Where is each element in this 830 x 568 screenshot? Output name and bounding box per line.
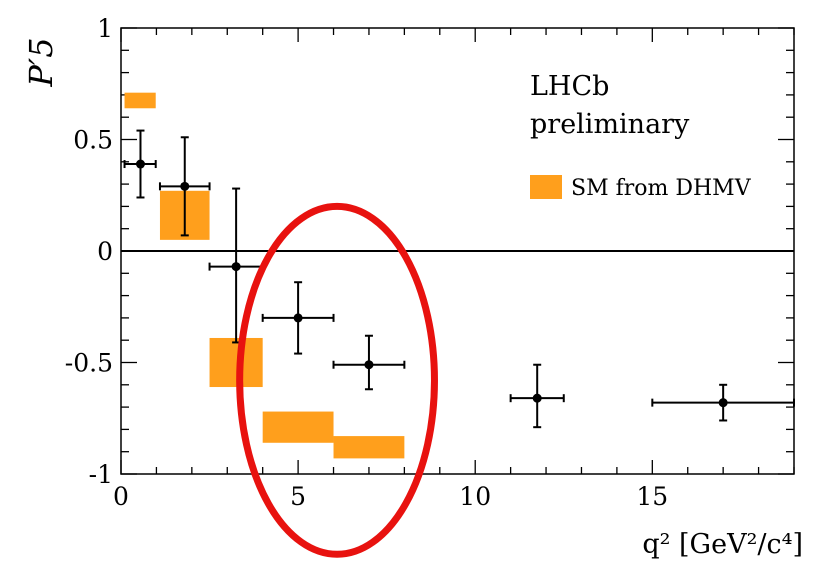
- y-tick-label: 0: [97, 237, 113, 266]
- x-tick-labels: 0 5 10 15: [113, 482, 668, 511]
- x-tick-label: 15: [636, 482, 668, 511]
- sm-prediction-boxes: [124, 92, 405, 459]
- data-point: [293, 313, 303, 323]
- preliminary-label: preliminary: [530, 109, 690, 140]
- x-tick-label: 10: [459, 482, 491, 511]
- y-tick-label: -1: [89, 460, 113, 489]
- x-tick-label: 0: [113, 482, 129, 511]
- sm-prediction-box: [124, 92, 156, 109]
- data-point: [231, 262, 241, 272]
- y-tick-labels: -1 -0.5 0 0.5 1: [65, 14, 113, 489]
- y-axis-title: P′5: [22, 37, 60, 87]
- axis-ticks: [120, 27, 795, 475]
- sm-prediction-box: [262, 411, 334, 443]
- x-axis-title: q² [GeV²/c⁴]: [642, 529, 803, 560]
- y-tick-label: 1: [97, 14, 113, 43]
- sm-prediction-box: [333, 436, 405, 459]
- x-tick-label: 5: [290, 482, 306, 511]
- data-point: [364, 360, 374, 370]
- data-points: [123, 129, 795, 429]
- legend-label-sm-dhmv: SM from DHMV: [571, 176, 752, 201]
- data-point: [135, 159, 145, 169]
- data-point: [532, 393, 542, 403]
- legend-swatch: [530, 175, 562, 199]
- data-point: [718, 398, 728, 408]
- highlight-ellipse: [236, 202, 438, 558]
- data-point: [180, 181, 190, 191]
- sm-prediction-box: [209, 337, 263, 388]
- lhcb-label: LHCb: [530, 71, 609, 102]
- y-tick-label: 0.5: [73, 126, 113, 155]
- y-tick-label: -0.5: [65, 349, 113, 378]
